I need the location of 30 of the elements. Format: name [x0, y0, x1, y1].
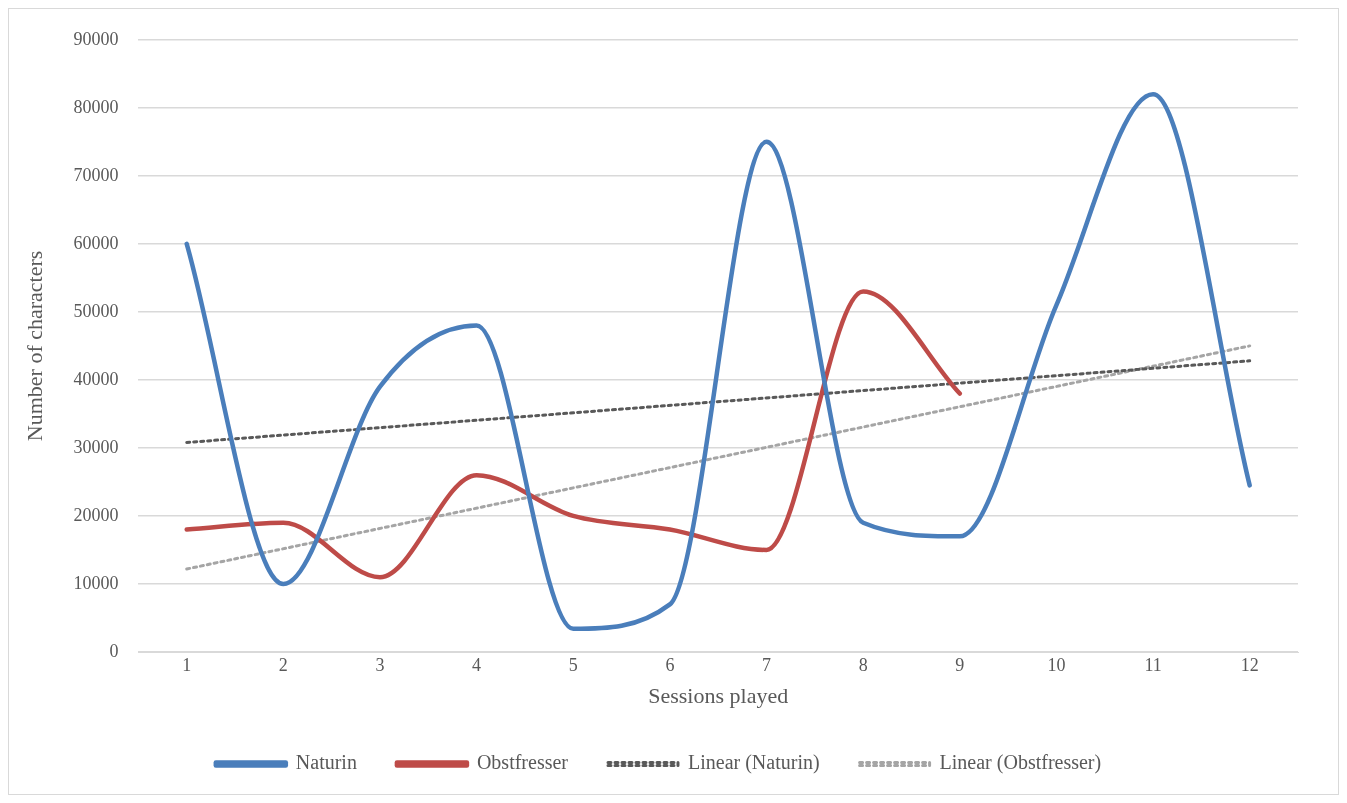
x-axis-title: Sessions played — [648, 682, 789, 708]
x-tick-label: 5 — [568, 654, 578, 675]
y-tick-label: 10000 — [73, 572, 119, 593]
x-tick-label: 12 — [1240, 654, 1259, 675]
x-tick-label: 10 — [1047, 654, 1066, 675]
y-tick-label: 80000 — [73, 96, 119, 117]
y-tick-label: 40000 — [73, 368, 119, 389]
legend-label: Linear (Naturin) — [687, 751, 820, 775]
x-tick-label: 8 — [858, 654, 868, 675]
y-tick-label: 0 — [109, 640, 119, 661]
line-series — [184, 91, 1252, 632]
y-tick-label: 60000 — [73, 232, 119, 253]
y-tick-label: 50000 — [73, 300, 119, 321]
y-tick-label: 90000 — [73, 28, 119, 49]
x-tick-label: 9 — [955, 654, 965, 675]
x-tick-label: 3 — [375, 654, 385, 675]
legend-label: Obstfresser — [476, 751, 569, 774]
line-series — [184, 289, 963, 580]
x-tick-label: 6 — [665, 654, 675, 675]
y-axis-title: Number of characters — [21, 250, 47, 442]
x-tick-label: 7 — [762, 654, 772, 675]
y-tick-label: 20000 — [73, 504, 119, 525]
x-tick-label: 2 — [278, 654, 288, 675]
x-tick-label: 11 — [1144, 654, 1162, 675]
x-tick-label: 4 — [472, 654, 482, 675]
x-tick-label: 1 — [182, 654, 192, 675]
legend-label: Linear (Obstfresser) — [939, 751, 1102, 775]
y-tick-label: 70000 — [73, 164, 119, 185]
legend-label: Naturin — [295, 751, 357, 774]
y-tick-label: 30000 — [73, 436, 119, 457]
